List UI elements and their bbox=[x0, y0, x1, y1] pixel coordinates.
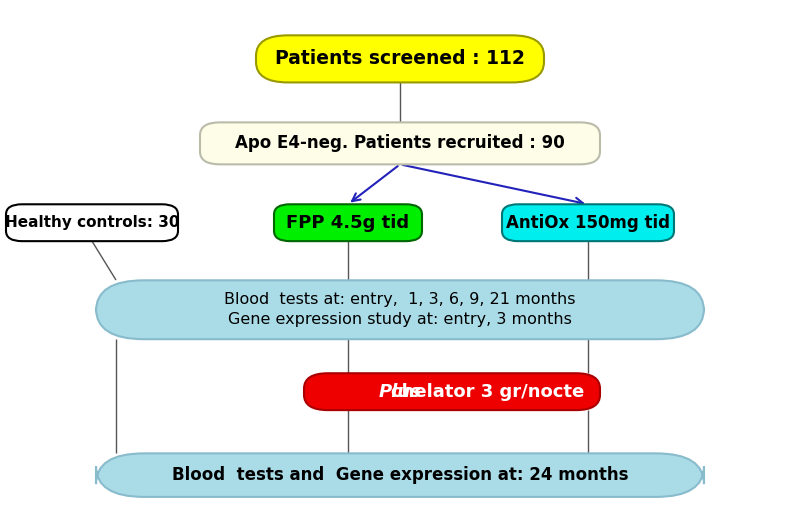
Text: Healthy controls: 30: Healthy controls: 30 bbox=[5, 215, 179, 230]
FancyBboxPatch shape bbox=[304, 373, 600, 410]
FancyBboxPatch shape bbox=[6, 204, 178, 241]
FancyBboxPatch shape bbox=[274, 204, 422, 241]
Text: chelator 3 gr/nocte: chelator 3 gr/nocte bbox=[391, 382, 585, 401]
FancyBboxPatch shape bbox=[96, 281, 704, 339]
Text: Blood  tests at: entry,  1, 3, 6, 9, 21 months
Gene expression study at: entry, : Blood tests at: entry, 1, 3, 6, 9, 21 mo… bbox=[224, 292, 576, 327]
FancyBboxPatch shape bbox=[256, 35, 544, 82]
Text: Blood  tests and  Gene expression at: 24 months: Blood tests and Gene expression at: 24 m… bbox=[172, 466, 628, 484]
FancyBboxPatch shape bbox=[200, 122, 600, 164]
FancyBboxPatch shape bbox=[96, 454, 704, 497]
Text: Plus: Plus bbox=[378, 382, 422, 401]
Text: Patients screened : 112: Patients screened : 112 bbox=[275, 49, 525, 69]
Text: AntiOx 150mg tid: AntiOx 150mg tid bbox=[506, 214, 670, 232]
Text: FPP 4.5g tid: FPP 4.5g tid bbox=[286, 214, 410, 232]
FancyBboxPatch shape bbox=[502, 204, 674, 241]
Text: Apo E4-neg. Patients recruited : 90: Apo E4-neg. Patients recruited : 90 bbox=[235, 134, 565, 153]
